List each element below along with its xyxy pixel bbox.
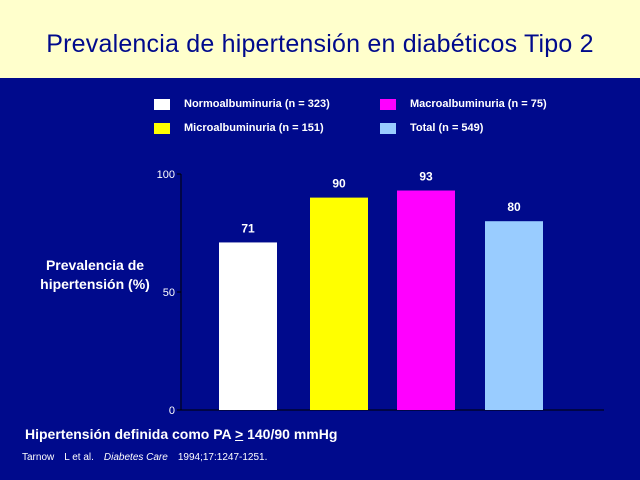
footnote-prefix: Hipertensión definida como PA (25, 426, 236, 442)
citation: Tarnow L et al. Diabetes Care 1994;17:1247-… (22, 452, 267, 463)
page-title: Prevalencia de hipertensión en diabético… (46, 30, 594, 58)
legend-item-microalbuminuria: Microalbuminuria (n = 151) (154, 122, 324, 134)
legend-item-macroalbuminuria: Macroalbuminuria (n = 75) (380, 98, 547, 110)
y-tick-label: 50 (163, 287, 175, 299)
footnote-symbol: > (235, 426, 244, 442)
y-tick-label: 100 (157, 169, 175, 181)
y-tick-label: 0 (169, 405, 175, 417)
title-band (0, 0, 640, 78)
bar-value-label: 93 (419, 170, 433, 184)
legend-item-total: Total (n = 549) (380, 122, 483, 134)
bar-value-label: 90 (332, 177, 346, 191)
legend-label: Macroalbuminuria (n = 75) (410, 98, 547, 110)
bar (397, 190, 455, 410)
legend-label: Normoalbuminuria (n = 323) (184, 98, 330, 110)
legend-label: Microalbuminuria (n = 151) (184, 122, 324, 134)
legend-item-normoalbuminuria: Normoalbuminuria (n = 323) (154, 98, 330, 110)
footnote-suffix: 140/90 mmHg (243, 426, 338, 442)
bar (310, 197, 368, 410)
footnote: Hipertensión definida como PA > 140/90 m… (25, 426, 337, 442)
legend-swatch (154, 122, 170, 134)
citation-etal: L et al. (64, 452, 94, 463)
legend-swatch (154, 98, 170, 110)
bar-value-label: 71 (241, 221, 255, 235)
bar-value-label: 80 (507, 200, 521, 214)
bar (485, 221, 543, 410)
legend-swatch (380, 122, 396, 134)
y-axis-label-line: hipertensión (%) (40, 276, 150, 292)
legend-label: Total (n = 549) (410, 122, 484, 134)
bar (219, 242, 277, 410)
legend-swatch (380, 98, 396, 110)
y-axis-label-line: Prevalencia de (45, 257, 145, 273)
citation-details: 1994;17:1247-1251. (177, 452, 268, 463)
citation-authors: Tarnow (22, 452, 55, 463)
citation-journal: Diabetes Care (103, 452, 168, 463)
y-axis-label: Prevalencia de hipertensión (%) (30, 256, 160, 294)
